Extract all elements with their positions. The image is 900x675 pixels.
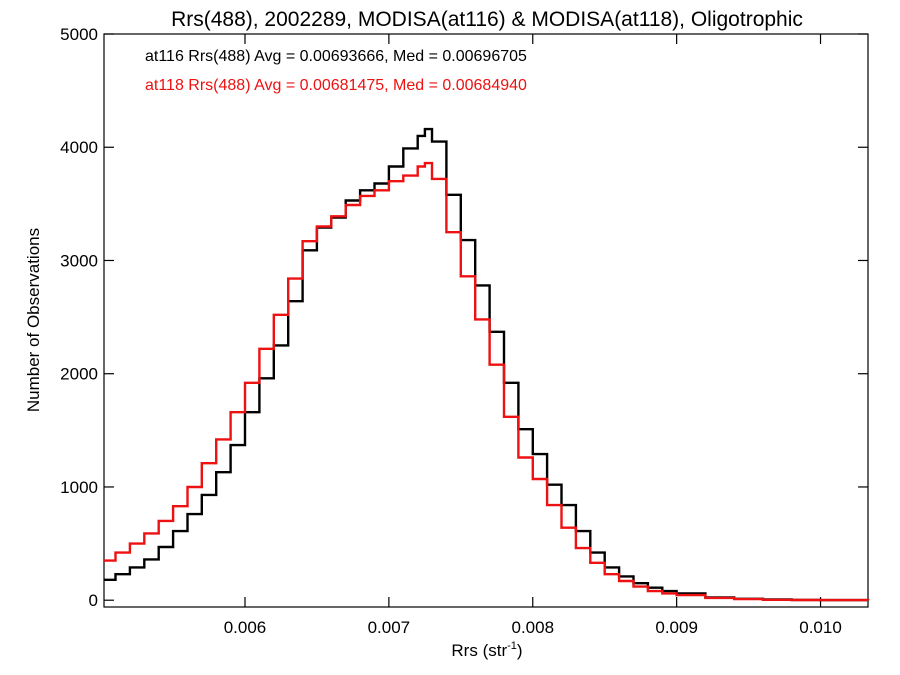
x-tick-label: 0.007 xyxy=(368,618,411,637)
y-axis-label: Number of Observations xyxy=(24,228,43,412)
y-tick-label: 2000 xyxy=(60,365,98,384)
y-tick-label: 5000 xyxy=(60,25,98,44)
x-tick-label: 0.010 xyxy=(799,618,842,637)
legend-line-at116: at116 Rrs(488) Avg = 0.00693666, Med = 0… xyxy=(145,48,527,65)
x-axis-label-close: ) xyxy=(517,641,523,660)
x-tick-label: 0.006 xyxy=(224,618,267,637)
chart-title: Rrs(488), 2002289, MODISA(at116) & MODIS… xyxy=(171,8,803,31)
y-tick-label: 0 xyxy=(89,591,98,610)
x-axis-label-main: Rrs (str xyxy=(451,641,507,660)
x-axis-label: Rrs (str-1) xyxy=(451,640,522,660)
x-axis-label-superscript: -1 xyxy=(507,640,517,652)
x-tick-label: 0.009 xyxy=(655,618,698,637)
y-tick-label: 4000 xyxy=(60,138,98,157)
series-line-at118 xyxy=(104,161,870,602)
y-tick-label: 3000 xyxy=(60,251,98,270)
plot-frame xyxy=(103,33,869,608)
y-tick-label: 1000 xyxy=(60,478,98,497)
x-axis-ticks: 0.006 0.007 0.008 0.009 0.010 xyxy=(224,34,842,637)
series-line-at116 xyxy=(104,127,870,602)
x-tick-label: 0.008 xyxy=(511,618,554,637)
y-axis-ticks: 0 1000 2000 3000 4000 5000 xyxy=(60,25,868,610)
series-layer xyxy=(104,127,870,602)
legend-line-at118: at118 Rrs(488) Avg = 0.00681475, Med = 0… xyxy=(145,77,527,94)
